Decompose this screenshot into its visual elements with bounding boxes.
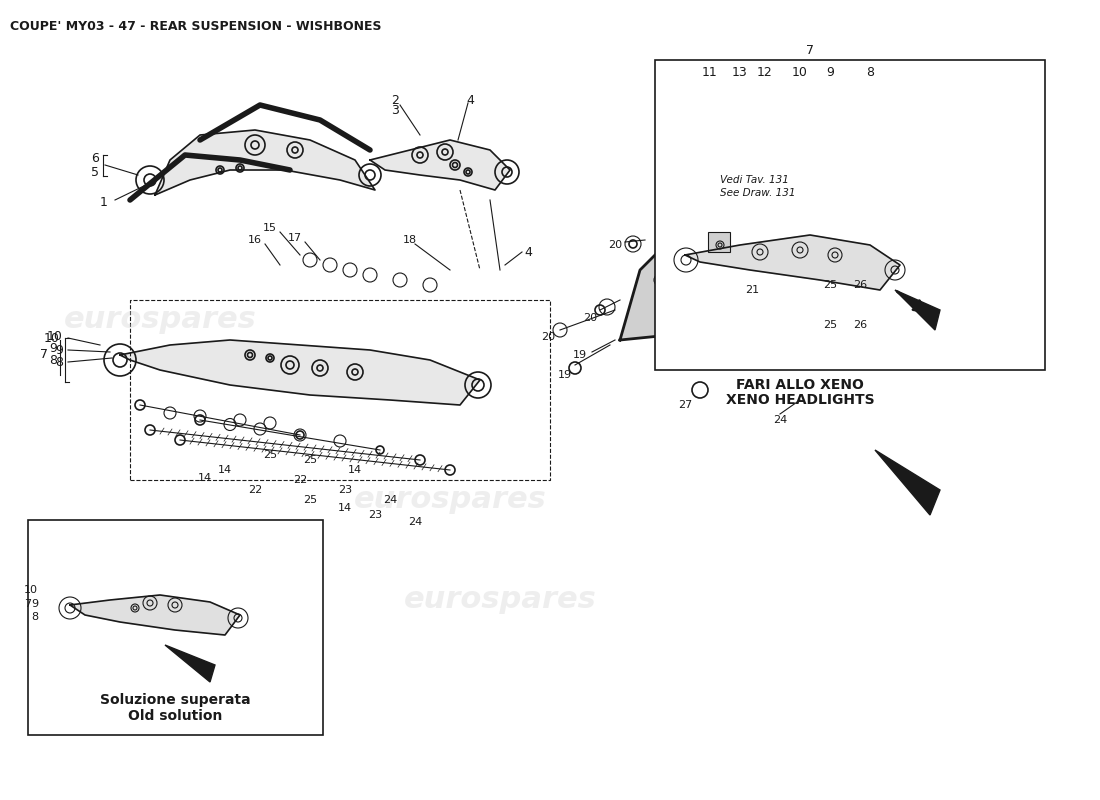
Polygon shape	[155, 130, 375, 195]
Text: 23: 23	[367, 510, 382, 520]
Text: 16: 16	[248, 235, 262, 245]
Text: eurospares: eurospares	[404, 586, 596, 614]
Text: 4: 4	[524, 246, 532, 258]
Text: 11: 11	[702, 66, 718, 79]
Text: 8: 8	[50, 354, 57, 366]
Polygon shape	[620, 220, 760, 340]
Text: eurospares: eurospares	[353, 486, 547, 514]
Text: 25: 25	[823, 320, 837, 330]
Text: 25: 25	[263, 450, 277, 460]
Text: COUPE' MY03 - 47 - REAR SUSPENSION - WISHBONES: COUPE' MY03 - 47 - REAR SUSPENSION - WIS…	[10, 20, 382, 33]
Text: 22: 22	[248, 485, 262, 495]
Text: 10: 10	[24, 585, 38, 595]
Bar	[708, 232, 730, 252]
Polygon shape	[370, 140, 510, 190]
Text: 24: 24	[408, 517, 422, 527]
Text: 14: 14	[218, 465, 232, 475]
Text: 27: 27	[678, 400, 692, 410]
Text: 12: 12	[757, 66, 773, 79]
Text: 8: 8	[866, 66, 874, 79]
Text: 8: 8	[31, 612, 38, 622]
Text: FARI ALLO XENO: FARI ALLO XENO	[736, 378, 864, 392]
Text: Soluzione superata: Soluzione superata	[100, 693, 251, 707]
Text: 22: 22	[293, 475, 307, 485]
Text: 26: 26	[852, 320, 867, 330]
Text: 10: 10	[792, 66, 807, 79]
Text: 26: 26	[852, 280, 867, 290]
Text: 7: 7	[806, 43, 814, 57]
Polygon shape	[165, 645, 214, 682]
Text: eurospares: eurospares	[653, 306, 846, 334]
Text: 8: 8	[55, 355, 63, 369]
Text: 20: 20	[583, 313, 597, 323]
Text: 1: 1	[100, 197, 108, 210]
Text: 14: 14	[198, 473, 212, 483]
Text: 14: 14	[338, 503, 352, 513]
Text: 19: 19	[558, 370, 572, 380]
Text: 14: 14	[348, 465, 362, 475]
Polygon shape	[120, 340, 480, 405]
Text: 24: 24	[383, 495, 397, 505]
Text: 9: 9	[55, 343, 63, 357]
Polygon shape	[895, 290, 940, 330]
Text: 9: 9	[826, 66, 834, 79]
Text: Vedi Tav. 131: Vedi Tav. 131	[720, 175, 789, 185]
Bar	[654, 60, 1045, 370]
Text: 25: 25	[302, 455, 317, 465]
Text: 17: 17	[288, 233, 302, 243]
Text: 20: 20	[541, 332, 556, 342]
Text: 7: 7	[24, 599, 31, 609]
Polygon shape	[874, 450, 940, 515]
Text: 6: 6	[91, 153, 99, 166]
Text: 25: 25	[302, 495, 317, 505]
Text: 20: 20	[608, 240, 623, 250]
Text: XENO HEADLIGHTS: XENO HEADLIGHTS	[726, 393, 874, 407]
Text: 23: 23	[338, 485, 352, 495]
Text: 19: 19	[573, 350, 587, 360]
Text: 10: 10	[47, 330, 63, 343]
Text: 21: 21	[745, 285, 759, 295]
Text: 3: 3	[392, 103, 399, 117]
Polygon shape	[685, 235, 900, 290]
Text: 2: 2	[392, 94, 399, 106]
Text: 24: 24	[773, 415, 788, 425]
Text: Old solution: Old solution	[128, 709, 222, 723]
Text: 4: 4	[466, 94, 474, 106]
Text: eurospares: eurospares	[64, 306, 256, 334]
Text: See Draw. 131: See Draw. 131	[720, 188, 795, 198]
Polygon shape	[70, 595, 240, 635]
Bar	[28, 520, 323, 735]
Text: 25: 25	[823, 280, 837, 290]
Text: 18: 18	[403, 235, 417, 245]
Text: 9: 9	[31, 599, 38, 609]
Text: 13: 13	[733, 66, 748, 79]
Text: 9: 9	[50, 342, 57, 355]
Text: 7: 7	[40, 349, 48, 362]
Text: 15: 15	[263, 223, 277, 233]
Text: 10: 10	[44, 331, 60, 345]
Text: 5: 5	[91, 166, 99, 178]
